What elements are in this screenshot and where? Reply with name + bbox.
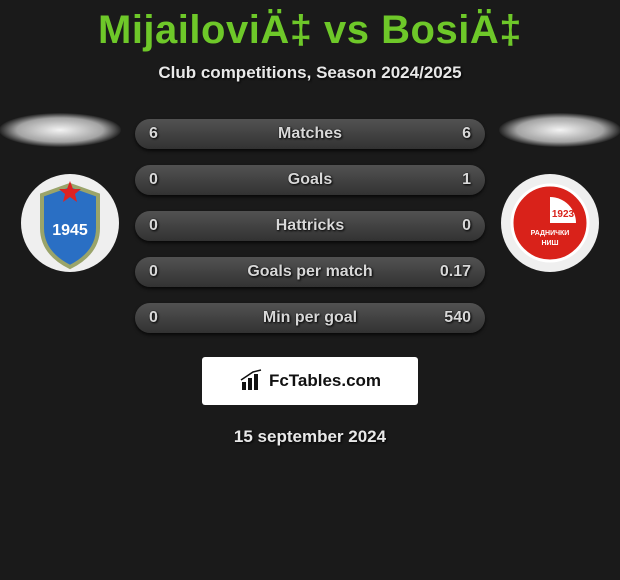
stat-label: Min per goal — [263, 309, 357, 327]
team-left-badge: 1945 — [20, 173, 120, 273]
bar-chart-icon — [239, 368, 265, 394]
stat-label: Matches — [278, 125, 342, 143]
stat-value-right: 6 — [462, 119, 471, 149]
team-left-shadow — [0, 113, 121, 147]
page-subtitle: Club competitions, Season 2024/2025 — [0, 63, 620, 83]
stat-value-right: 0.17 — [440, 257, 471, 287]
stat-rows: Matches 6 6 Goals 0 1 Hattricks 0 0 Goal… — [135, 119, 485, 349]
stat-row: Hattricks 0 0 — [135, 211, 485, 241]
team-right-badge: 1923 РАДНИЧКИ НИШ — [500, 173, 600, 273]
radnicki-badge-icon: 1923 РАДНИЧКИ НИШ — [500, 173, 600, 273]
page-title: MijailoviÄ‡ vs BosiÄ‡ — [0, 0, 620, 53]
source-site-box: FcTables.com — [202, 357, 418, 405]
stat-label: Goals — [288, 171, 332, 189]
badge-right-year: 1923 — [552, 209, 575, 220]
stat-value-right: 1 — [462, 165, 471, 195]
stat-value-right: 0 — [462, 211, 471, 241]
stat-label: Hattricks — [276, 217, 344, 235]
stat-value-right: 540 — [444, 303, 471, 333]
stat-value-left: 6 — [149, 119, 158, 149]
stat-row: Goals per match 0 0.17 — [135, 257, 485, 287]
badge-left-year: 1945 — [52, 222, 88, 239]
site-text: FcTables.com — [269, 371, 381, 391]
spartak-badge-icon: 1945 — [20, 173, 120, 273]
stat-value-left: 0 — [149, 303, 158, 333]
infographic-container: MijailoviÄ‡ vs BosiÄ‡ Club competitions,… — [0, 0, 620, 580]
date-text: 15 september 2024 — [0, 427, 620, 447]
stat-row: Goals 0 1 — [135, 165, 485, 195]
stat-row: Matches 6 6 — [135, 119, 485, 149]
comparison-area: 1945 1923 РАДНИЧКИ НИШ Matches 6 6 Goals — [0, 113, 620, 353]
team-right-shadow — [499, 113, 620, 147]
stat-value-left: 0 — [149, 211, 158, 241]
stat-value-left: 0 — [149, 257, 158, 287]
badge-right-text: РАДНИЧКИ — [531, 230, 570, 237]
stat-value-left: 0 — [149, 165, 158, 195]
badge-right-text2: НИШ — [541, 240, 558, 247]
stat-row: Min per goal 0 540 — [135, 303, 485, 333]
stat-label: Goals per match — [247, 263, 372, 281]
